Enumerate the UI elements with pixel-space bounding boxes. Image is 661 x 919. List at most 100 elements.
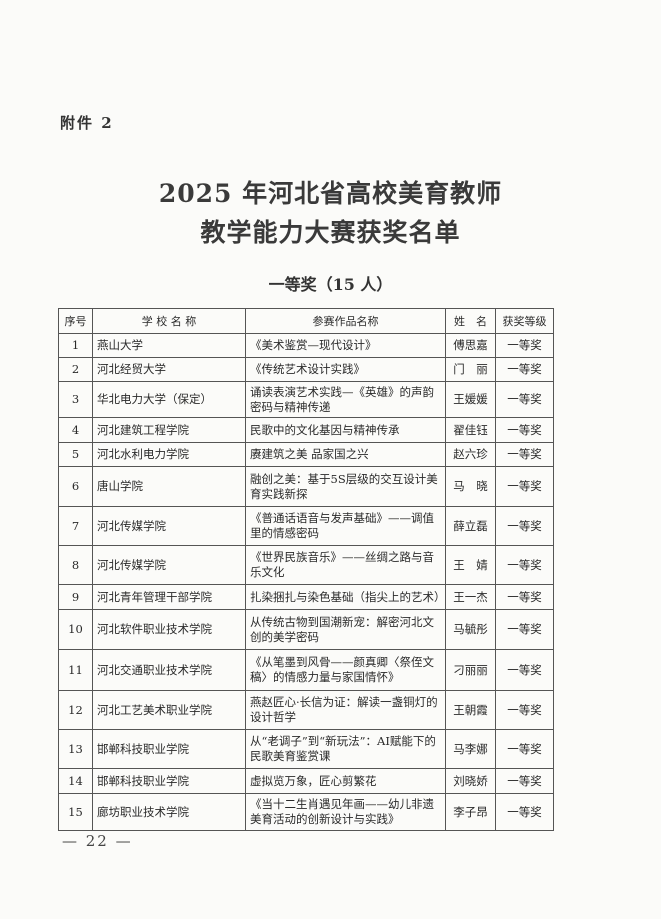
table-row: 6 唐山学院 融创之美：基于5S层级的交互设计美育实践新探马 晓一等奖	[58, 466, 554, 507]
cell-school: 廊坊职业技术学院	[92, 793, 246, 831]
cell-teacher-name: 马毓彤	[445, 609, 496, 650]
cell-award-level: 一等奖	[495, 442, 554, 467]
cell-school: 河北传媒学院	[92, 545, 246, 585]
cell-teacher-name: 王朝霞	[445, 690, 496, 730]
cell-teacher-name: 李子昂	[445, 793, 496, 831]
cell-school: 河北青年管理干部学院	[92, 584, 246, 610]
cell-index: 5	[58, 442, 93, 467]
cell-teacher-name: 刁丽丽	[445, 649, 496, 691]
table-row: 10 河北软件职业技术学院 从传统古物到国潮新宠：解密河北文创的美学密码 马毓彤 一等奖	[58, 609, 554, 650]
header-work: 参赛作品名称	[245, 308, 446, 334]
cell-index: 14	[58, 768, 93, 794]
cell-teacher-name: 王 婧	[445, 545, 496, 585]
cell-work: 《传统艺术设计实践》	[245, 357, 446, 382]
table-row: 1 燕山大学 《美术鉴赏—现代设计》 傅思嘉 一等奖	[58, 333, 554, 358]
cell-index: 9	[58, 584, 93, 610]
cell-award-level: 一等奖	[495, 609, 554, 650]
cell-work: 扎染捆扎与染色基础（指尖上的艺术）	[245, 584, 446, 610]
cell-index: 2	[58, 357, 93, 382]
table-row: 13 邯郸科技职业学院 从“老调子”到“新玩法”：AI赋能下的民歌美育鉴赏课 马李娜一…	[58, 729, 554, 769]
cell-school: 河北水利电力学院	[92, 442, 246, 467]
cell-work: 从传统古物到国潮新宠：解密河北文创的美学密码	[245, 609, 446, 650]
cell-index: 4	[58, 417, 93, 443]
cell-teacher-name: 门 丽	[445, 357, 496, 382]
cell-index: 7	[58, 506, 93, 546]
table-row: 12 河北工艺美术职业学院 燕赵匠心·长信为证：解读一盏铜灯的设计哲学 王朝霞 一等奖	[58, 690, 554, 730]
cell-index: 10	[58, 609, 93, 650]
cell-teacher-name: 赵六珍	[445, 442, 496, 467]
attachment-label: 附件 2	[60, 114, 114, 132]
table-header-row: 序号 学 校 名 称 参赛作品名称 姓 名 获奖等级	[58, 308, 554, 334]
cell-index: 8	[58, 545, 93, 585]
cell-teacher-name: 傅思嘉	[445, 333, 496, 358]
page-number: — 22 —	[62, 832, 133, 850]
cell-index: 13	[58, 729, 93, 769]
cell-teacher-name: 刘晓娇	[445, 768, 496, 794]
table-row: 14 邯郸科技职业学院 虚拟览万象，匠心剪繁花 刘晓娇 一等奖	[58, 768, 554, 794]
cell-school: 河北工艺美术职业学院	[92, 690, 246, 730]
cell-work: 《世界民族音乐》——丝绸之路与音乐文化	[245, 545, 446, 585]
cell-work: 诵读表演艺术实践—《英雄》的声韵密码与精神传递	[245, 381, 446, 418]
cell-work: 《当十二生肖遇见年画——幼儿非遗美育活动的创新设计与实践》	[245, 793, 446, 831]
cell-award-level: 一等奖	[495, 649, 554, 691]
cell-work: 虚拟览万象，匠心剪繁花	[245, 768, 446, 794]
cell-teacher-name: 马李娜	[445, 729, 496, 769]
cell-award-level: 一等奖	[495, 357, 554, 382]
cell-work: 从“老调子”到“新玩法”：AI赋能下的民歌美育鉴赏课	[245, 729, 446, 769]
table-row: 8 河北传媒学院 《世界民族音乐》——丝绸之路与音乐文化王 婧一等奖	[58, 545, 554, 585]
cell-school: 河北建筑工程学院	[92, 417, 246, 443]
cell-index: 12	[58, 690, 93, 730]
cell-index: 11	[58, 649, 93, 691]
cell-teacher-name: 王媛媛	[445, 381, 496, 418]
cell-award-level: 一等奖	[495, 381, 554, 418]
cell-index: 15	[58, 793, 93, 831]
cell-work: 《美术鉴赏—现代设计》	[245, 333, 446, 358]
cell-school: 河北传媒学院	[92, 506, 246, 546]
cell-school: 邯郸科技职业学院	[92, 729, 246, 769]
section-heading: 一等奖（15 人）	[268, 275, 393, 294]
table-row: 2 河北经贸大学 《传统艺术设计实践》门 丽一等奖	[58, 357, 554, 382]
cell-index: 1	[58, 333, 93, 358]
cell-school: 邯郸科技职业学院	[92, 768, 246, 794]
cell-award-level: 一等奖	[495, 793, 554, 831]
cell-teacher-name: 翟佳钰	[445, 417, 496, 443]
header-name: 姓 名	[445, 308, 496, 334]
cell-index: 3	[58, 381, 93, 418]
cell-work: 《普通话语音与发声基础》——调值里的情感密码	[245, 506, 446, 546]
cell-school: 华北电力大学（保定）	[92, 381, 246, 418]
cell-award-level: 一等奖	[495, 506, 554, 546]
cell-school: 河北经贸大学	[92, 357, 246, 382]
table-row: 15 廊坊职业技术学院 《当十二生肖遇见年画——幼儿非遗美育活动的创新设计与实践》李…	[58, 793, 554, 831]
cell-teacher-name: 王一杰	[445, 584, 496, 610]
cell-award-level: 一等奖	[495, 466, 554, 507]
cell-school: 燕山大学	[92, 333, 246, 358]
document-title-line2: 教学能力大赛获奖名单	[200, 218, 461, 247]
cell-index: 6	[58, 466, 93, 507]
table-row: 3 华北电力大学（保定） 诵读表演艺术实践—《英雄》的声韵密码与精神传递 王媛媛 一等奖	[58, 381, 554, 418]
table-row: 9 河北青年管理干部学院 扎染捆扎与染色基础（指尖上的艺术） 王一杰 一等奖	[58, 584, 554, 610]
table-row: 11 河北交通职业技术学院 《从笔墨到风骨——颜真卿〈祭侄文稿〉的情感力量与家国情怀…	[58, 649, 554, 691]
cell-award-level: 一等奖	[495, 545, 554, 585]
cell-teacher-name: 马 晓	[445, 466, 496, 507]
cell-school: 唐山学院	[92, 466, 246, 507]
cell-work: 融创之美：基于5S层级的交互设计美育实践新探	[245, 466, 446, 507]
cell-award-level: 一等奖	[495, 417, 554, 443]
cell-award-level: 一等奖	[495, 729, 554, 769]
cell-award-level: 一等奖	[495, 768, 554, 794]
cell-school: 河北交通职业技术学院	[92, 649, 246, 691]
table-row: 7 河北传媒学院 《普通话语音与发声基础》——调值里的情感密码 薛立磊 一等奖	[58, 506, 554, 546]
cell-award-level: 一等奖	[495, 690, 554, 730]
header-award: 获奖等级	[495, 308, 554, 334]
cell-work: 民歌中的文化基因与精神传承	[245, 417, 446, 443]
cell-award-level: 一等奖	[495, 584, 554, 610]
cell-school: 河北软件职业技术学院	[92, 609, 246, 650]
header-index: 序号	[58, 308, 93, 334]
cell-teacher-name: 薛立磊	[445, 506, 496, 546]
table-row: 4 河北建筑工程学院 民歌中的文化基因与精神传承 翟佳钰 一等奖	[58, 417, 554, 443]
cell-work: 燕赵匠心·长信为证：解读一盏铜灯的设计哲学	[245, 690, 446, 730]
awards-table: 序号 学 校 名 称 参赛作品名称 姓 名 获奖等级 1 燕山大学 《美术鉴赏—现代…	[58, 308, 554, 831]
document-title-line1: 2025 年河北省高校美育教师	[158, 179, 503, 208]
header-school: 学 校 名 称	[92, 308, 246, 334]
cell-award-level: 一等奖	[495, 333, 554, 358]
cell-work: 赓建筑之美 品家国之兴	[245, 442, 446, 467]
